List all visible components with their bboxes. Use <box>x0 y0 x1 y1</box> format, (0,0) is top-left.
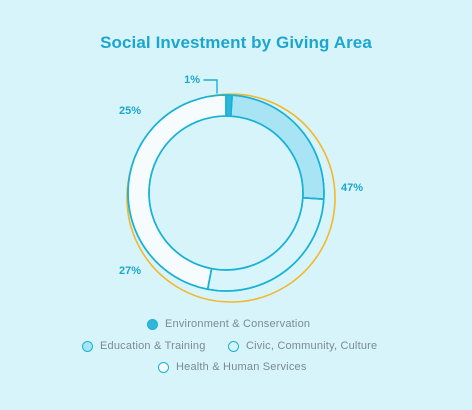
divider-health-start <box>206 268 213 290</box>
leader-line-environment <box>203 79 218 94</box>
legend-swatch-health <box>158 361 169 373</box>
legend-swatch-civic <box>228 340 239 352</box>
legend-label-health: Health & Human Services <box>176 361 307 373</box>
legend-label-education: Education & Training <box>100 340 206 352</box>
data-label-education: 25% <box>119 105 141 117</box>
chart-title: Social Investment by Giving Area <box>100 33 372 52</box>
inner-circle <box>149 116 303 270</box>
data-label-civic: 27% <box>119 265 141 277</box>
legend-label-environment: Environment & Conservation <box>165 318 311 330</box>
data-label-environment: 1% <box>184 74 200 86</box>
dividers-layer <box>206 95 324 290</box>
leader-layer <box>203 79 218 94</box>
legend-item-health[interactable]: Health & Human Services <box>158 361 307 373</box>
divider-civic-start <box>302 197 324 200</box>
legend-item-civic[interactable]: Civic, Community, Culture <box>228 340 377 352</box>
data-label-health: 47% <box>341 182 363 194</box>
legend-label-civic: Civic, Community, Culture <box>246 340 378 352</box>
legend-item-education[interactable]: Education & Training <box>82 340 206 352</box>
legend-swatch-education <box>82 340 93 352</box>
legend-item-environment[interactable]: Environment & Conservation <box>147 318 310 330</box>
divider-education-start <box>230 95 233 117</box>
legend-swatch-environment <box>147 318 158 330</box>
